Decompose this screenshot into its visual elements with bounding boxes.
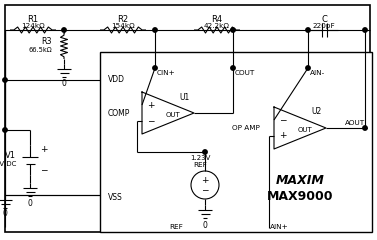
Text: OUT: OUT [166,112,180,118]
Text: 0: 0 [3,209,8,217]
Text: −: − [147,116,155,126]
Text: +: + [279,132,287,140]
Circle shape [363,28,367,32]
Circle shape [306,66,310,70]
Text: 0: 0 [61,78,66,88]
Text: AOUT: AOUT [345,120,365,126]
Circle shape [3,128,7,132]
Text: OP AMP: OP AMP [232,125,260,131]
Circle shape [231,28,235,32]
Text: COMP: COMP [107,108,130,118]
Circle shape [153,28,157,32]
Circle shape [153,66,157,70]
Text: CIN+: CIN+ [157,70,176,76]
Text: R2: R2 [118,16,129,24]
Circle shape [231,66,235,70]
Text: REF: REF [170,224,183,230]
Text: REF: REF [193,162,207,168]
Text: AIN+: AIN+ [270,224,288,230]
Text: AIN-: AIN- [310,70,325,76]
Text: VDD: VDD [108,76,125,84]
Text: C: C [321,16,327,24]
Circle shape [363,126,367,130]
Text: R4: R4 [211,16,222,24]
Text: 0: 0 [28,198,32,208]
Text: 5V DC: 5V DC [0,161,16,167]
Text: 154kΩ: 154kΩ [111,23,135,29]
Text: R1: R1 [28,16,38,24]
Text: 220pF: 220pF [313,23,335,29]
Text: −: − [40,166,48,174]
Text: VSS: VSS [108,193,123,203]
Text: U1: U1 [179,92,189,102]
Text: OUT: OUT [297,127,313,133]
Text: MAX9000: MAX9000 [267,190,333,203]
Text: 1.23V: 1.23V [190,155,210,161]
Text: −: − [201,185,209,194]
Text: U2: U2 [311,108,321,116]
Text: +: + [147,101,155,109]
Text: 66.5kΩ: 66.5kΩ [28,47,52,53]
Bar [100,52,372,232]
Circle shape [3,78,7,82]
Text: +: + [201,176,209,185]
Text: 0: 0 [202,221,207,229]
Text: MAXIM: MAXIM [276,174,325,186]
Text: −: − [279,115,287,125]
Circle shape [306,28,310,32]
Circle shape [62,28,66,32]
Text: R3: R3 [41,37,52,47]
Text: V1: V1 [5,150,16,160]
Text: 42.2kΩ: 42.2kΩ [204,23,230,29]
Text: COUT: COUT [235,70,255,76]
Text: +: + [40,145,48,155]
Text: 124kΩ: 124kΩ [21,23,45,29]
Circle shape [203,150,207,154]
